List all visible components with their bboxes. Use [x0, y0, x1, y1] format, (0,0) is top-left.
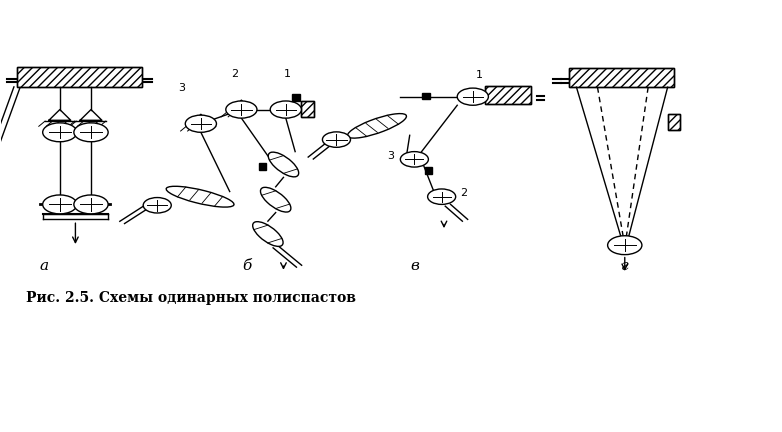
- Bar: [17, 67, 142, 87]
- Bar: [259, 163, 267, 170]
- Bar: [485, 86, 531, 104]
- Text: г: г: [621, 259, 629, 273]
- Circle shape: [74, 195, 108, 214]
- Circle shape: [185, 115, 217, 132]
- Bar: [301, 101, 314, 117]
- Ellipse shape: [260, 187, 291, 212]
- Bar: [17, 67, 142, 87]
- Circle shape: [43, 123, 77, 142]
- Text: 2: 2: [231, 69, 239, 79]
- Circle shape: [322, 132, 350, 147]
- Ellipse shape: [347, 114, 407, 138]
- Text: 1: 1: [475, 70, 482, 79]
- Bar: [422, 93, 430, 99]
- Text: а: а: [40, 259, 48, 273]
- Bar: [669, 114, 680, 130]
- Circle shape: [43, 195, 77, 214]
- Circle shape: [400, 152, 429, 167]
- Ellipse shape: [167, 186, 234, 207]
- Text: 3: 3: [388, 151, 394, 161]
- Circle shape: [608, 236, 642, 254]
- Bar: [425, 167, 432, 174]
- Text: 3: 3: [178, 83, 185, 93]
- Text: 1: 1: [284, 69, 291, 79]
- Circle shape: [428, 189, 456, 204]
- Bar: [669, 114, 680, 130]
- Circle shape: [74, 123, 108, 142]
- Text: 2: 2: [460, 188, 467, 198]
- Bar: [485, 86, 531, 104]
- Bar: [301, 101, 314, 117]
- Bar: [569, 68, 674, 87]
- Ellipse shape: [253, 222, 283, 246]
- Text: в: в: [410, 259, 419, 273]
- Circle shape: [226, 101, 257, 118]
- Bar: [292, 94, 300, 101]
- Circle shape: [271, 101, 301, 118]
- Circle shape: [143, 197, 171, 213]
- Text: б: б: [242, 259, 252, 273]
- Bar: [569, 68, 674, 87]
- Text: Рис. 2.5. Схемы одинарных полиспастов: Рис. 2.5. Схемы одинарных полиспастов: [27, 291, 356, 305]
- Ellipse shape: [268, 152, 299, 177]
- Circle shape: [457, 88, 489, 105]
